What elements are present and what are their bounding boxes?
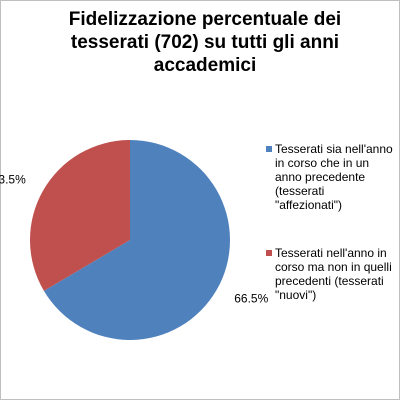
data-label: 33.5% [0, 173, 26, 187]
legend-swatch [266, 250, 272, 256]
data-label: 66.5% [234, 292, 268, 306]
legend-item: Tesserati sia nell'anno in corso che in … [266, 142, 393, 212]
legend-label: Tesserati nell'anno in corso ma non in q… [275, 246, 392, 302]
pie-slice [30, 140, 130, 291]
legend-item: Tesserati nell'anno in corso ma non in q… [266, 246, 393, 302]
legend-swatch [266, 146, 272, 152]
pie-slice [43, 140, 231, 340]
chart-title: Fidelizzazione percentuale dei tesserati… [68, 9, 342, 76]
legend-label: Tesserati sia nell'anno in corso che in … [275, 142, 393, 212]
